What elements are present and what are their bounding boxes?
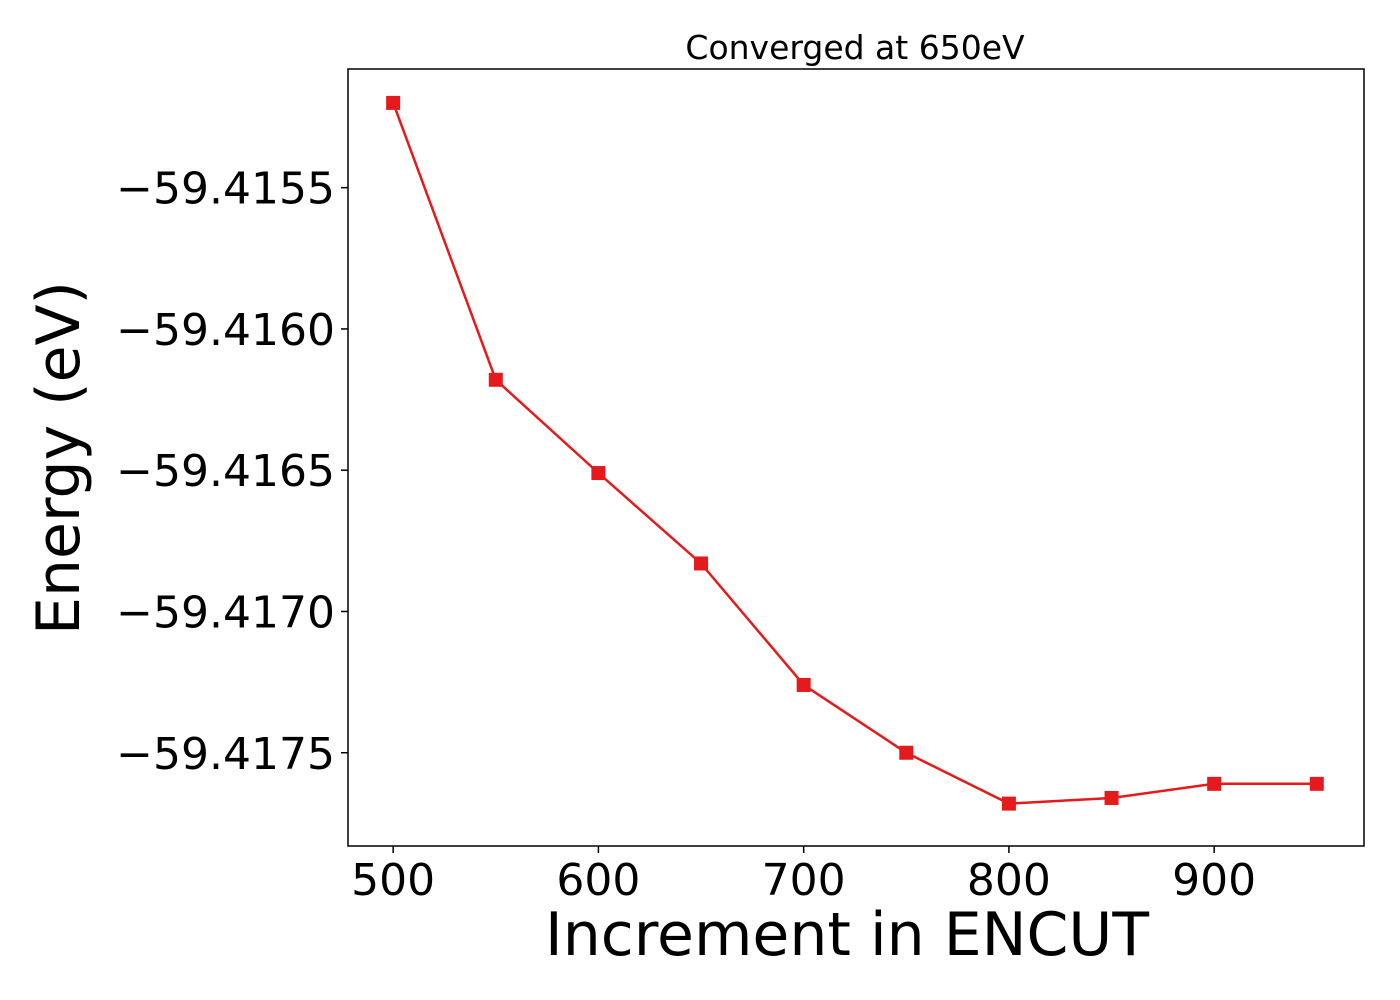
- x-axis-ticks: 500 600 700 800 900: [351, 846, 1256, 906]
- x-axis-label: Increment in ENCUT: [545, 900, 1149, 970]
- data-point-marker: [1001, 796, 1016, 811]
- x-tick-label: 700: [762, 855, 846, 906]
- data-point-marker: [899, 745, 914, 760]
- y-tick-label: −59.4165: [116, 446, 335, 497]
- data-point-marker: [796, 677, 811, 692]
- data-point-marker: [694, 556, 709, 571]
- data-point-marker: [1309, 776, 1324, 791]
- x-tick-label: 900: [1172, 855, 1256, 906]
- series-layer: [386, 95, 1324, 811]
- series-line: [392, 102, 1317, 805]
- data-point-marker: [488, 372, 503, 387]
- y-tick-label: −59.4155: [116, 164, 335, 215]
- y-axis-ticks: −59.4155 −59.4160 −59.4165 −59.4170 −59.4175: [116, 164, 348, 780]
- data-point-marker: [1207, 776, 1222, 791]
- x-tick-label: 600: [556, 855, 640, 906]
- y-tick-label: −59.4160: [116, 305, 335, 356]
- data-point-marker: [591, 466, 606, 481]
- y-tick-label: −59.4175: [116, 729, 335, 780]
- x-tick-label: 500: [351, 855, 435, 906]
- chart-title: Converged at 650eV: [685, 28, 1025, 67]
- data-point-marker: [1104, 790, 1119, 805]
- y-tick-label: −59.4170: [116, 587, 335, 638]
- y-axis-label: Energy (eV): [24, 281, 94, 635]
- x-tick-label: 800: [967, 855, 1051, 906]
- plot-area-frame: [347, 68, 1365, 847]
- data-point-marker: [386, 95, 401, 110]
